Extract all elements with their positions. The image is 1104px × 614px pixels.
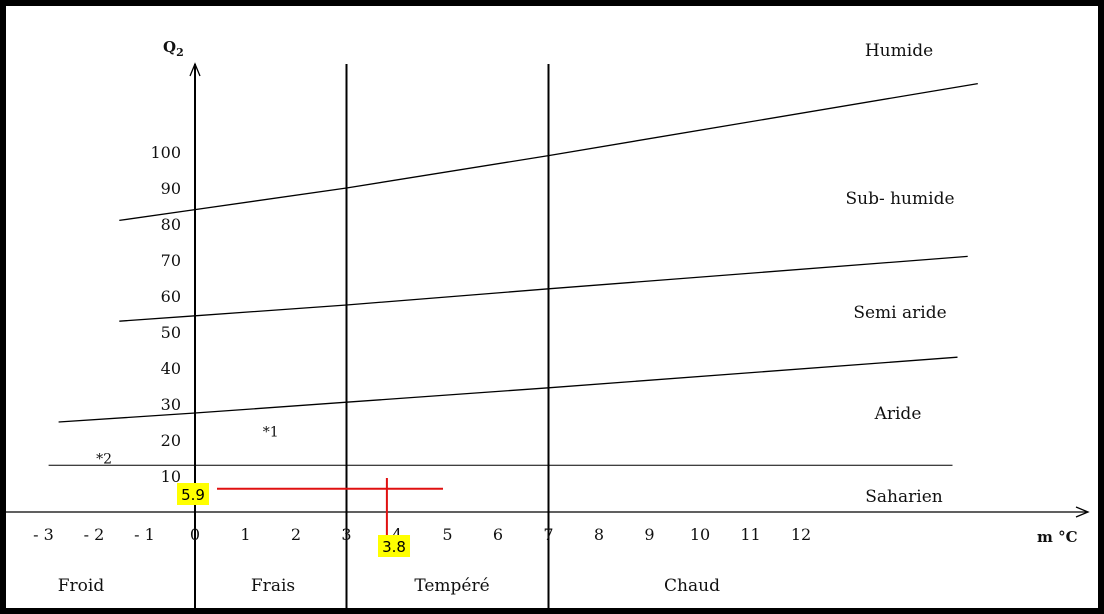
m-value-label: 3.8 — [382, 538, 406, 556]
y-tick-label-80: 80 — [161, 215, 181, 234]
boundary-line-3 — [58, 356, 958, 423]
x-tick-label-7: 7 — [543, 525, 553, 544]
temperature-zone-label-2: Frais — [251, 576, 295, 596]
zone-label-3: Semi aride — [853, 303, 946, 323]
highlight-layer: 5.9 3.8 — [177, 478, 443, 557]
boundary-line-2 — [119, 255, 968, 322]
zone-divider-layer — [345, 64, 550, 608]
y-tick-label-100: 100 — [150, 143, 181, 162]
y-tick-label-40: 40 — [161, 359, 181, 378]
x-tick-label-10: 10 — [690, 525, 710, 544]
m-value-badge — [378, 535, 410, 557]
x-tick-label-0: 0 — [190, 525, 200, 544]
x-tick-label-6: 6 — [493, 525, 503, 544]
x-tick-label-2: 2 — [291, 525, 301, 544]
q2-value-label: 5.9 — [181, 486, 205, 504]
curve-layer — [48, 82, 978, 466]
x-tick-label-5: 5 — [442, 525, 452, 544]
y-tick-label-50: 50 — [161, 323, 181, 342]
temperature-zone-label-3: Tempéré — [414, 576, 489, 596]
x-tick-label-8: 8 — [594, 525, 604, 544]
x-tick-label-12: 12 — [791, 525, 811, 544]
x-tick-label--2: - 2 — [84, 525, 105, 544]
station-marker-2: *2 — [96, 451, 112, 467]
y-tick-label-60: 60 — [161, 287, 181, 306]
label-layer: Humide Sub- humide Semi aride Aride Saharien… — [58, 41, 955, 596]
x-tick-label-4: 4 — [392, 525, 402, 544]
x-tick-label-9: 9 — [644, 525, 654, 544]
x-tick-label-3: 3 — [341, 525, 351, 544]
x-axis-arrow — [1075, 506, 1090, 518]
y-tick-label-30: 30 — [161, 395, 181, 414]
x-tick-label-1: 1 — [240, 525, 250, 544]
q2-value-badge — [177, 483, 209, 505]
y-tick-label-70: 70 — [161, 251, 181, 270]
temperature-zone-label-4: Chaud — [664, 576, 720, 596]
y-axis-arrow — [189, 62, 201, 77]
y-tick-label-20: 20 — [161, 431, 181, 450]
x-tick-label-11: 11 — [740, 525, 760, 544]
station-marker-1: *1 — [263, 424, 279, 440]
zone-label-5: Saharien — [865, 487, 942, 507]
zone-label-2: Sub- humide — [845, 189, 954, 209]
y-axis-title: Q2 — [163, 38, 184, 59]
y-tick-label-10: 10 — [161, 467, 181, 486]
x-tick-label--3: - 3 — [33, 525, 54, 544]
temperature-zone-label-1: Froid — [58, 576, 105, 596]
y-tick-label-90: 90 — [161, 179, 181, 198]
x-tick-label--1: - 1 — [134, 525, 155, 544]
zone-label-1: Humide — [865, 41, 933, 61]
zone-label-4: Aride — [874, 404, 922, 424]
x-axis-title: m °C — [1037, 528, 1078, 546]
